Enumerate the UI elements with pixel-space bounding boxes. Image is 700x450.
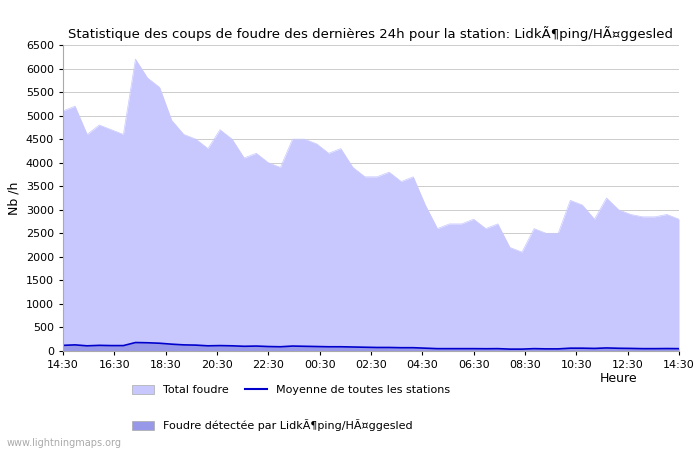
- Y-axis label: Nb /h: Nb /h: [7, 181, 20, 215]
- Text: www.lightningmaps.org: www.lightningmaps.org: [7, 438, 122, 448]
- Legend: Total foudre, Moyenne de toutes les stations: Total foudre, Moyenne de toutes les stat…: [132, 384, 450, 395]
- Text: Heure: Heure: [599, 372, 637, 385]
- Legend: Foudre détectée par LidkÃ¶ping/HÃ¤ggesled: Foudre détectée par LidkÃ¶ping/HÃ¤ggesle…: [132, 419, 412, 431]
- Title: Statistique des coups de foudre des dernières 24h pour la station: LidkÃ¶ping/HÃ: Statistique des coups de foudre des dern…: [69, 26, 673, 41]
